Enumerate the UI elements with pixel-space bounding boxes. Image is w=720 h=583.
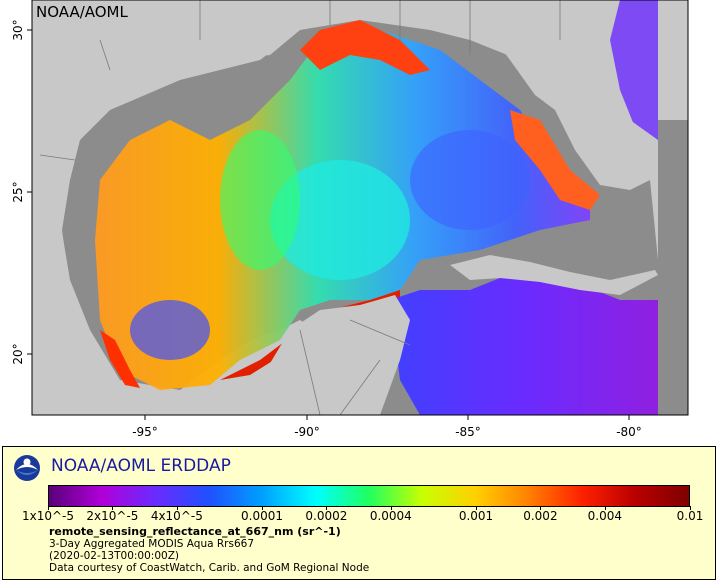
lon-tick-label: -90° xyxy=(294,425,320,439)
colorbar-tick-label: 0.0004 xyxy=(369,509,412,523)
lon-tick-label: -80° xyxy=(616,425,642,439)
florida-coast-band xyxy=(510,110,600,210)
colorbar-tick-label: 2x10^-5 xyxy=(86,509,139,523)
west-coast-band xyxy=(100,330,140,388)
colorbar-tick-mark xyxy=(48,506,49,510)
legend-title: NOAA/AOML ERDDAP xyxy=(51,456,231,476)
noaa-logo-icon xyxy=(14,455,40,481)
colorbar-tick-label: 4x10^-5 xyxy=(150,509,203,523)
colorbar-tick-mark xyxy=(690,506,691,510)
colorbar-tick-label: 0.0002 xyxy=(305,509,348,523)
caribbean-data-field xyxy=(390,270,658,415)
north-coast-band xyxy=(300,20,430,75)
lon-tick-label: -85° xyxy=(455,425,481,439)
colorbar-tick-label: 0.0001 xyxy=(241,509,283,523)
east-blue-patch xyxy=(410,130,530,230)
colorbar-tick-mark xyxy=(112,506,114,510)
colorbar-tick-label: 0.004 xyxy=(587,509,623,523)
lon-tick-label: -95° xyxy=(132,425,158,439)
mexico-land xyxy=(32,30,130,415)
state-borders xyxy=(39,0,561,415)
lat-tick-label: 20° xyxy=(11,343,25,364)
colorbar-tick-label: 1x10^-5 xyxy=(21,509,75,523)
credit-line: Data courtesy of CoastWatch, Carib. and … xyxy=(49,562,370,574)
florida-land xyxy=(480,0,650,190)
variable-name: remote_sensing_reflectance_at_667_nm (sr… xyxy=(49,525,341,538)
dataset-name: 3-Day Aggregated MODIS Aqua Rrs667 xyxy=(49,538,255,550)
colorbar-tick-mark xyxy=(176,506,178,510)
colorbar-tick-mark xyxy=(604,506,606,510)
colorbar-tick-label: 0.002 xyxy=(523,509,558,523)
us-land xyxy=(32,0,320,85)
colorbar-tick-label: 0.001 xyxy=(458,509,494,523)
colorbar-tick-mark xyxy=(262,506,263,510)
map-frame xyxy=(31,0,689,416)
colorbar-tick-mark xyxy=(390,506,392,510)
yucatan-land xyxy=(250,295,410,415)
cuba-land xyxy=(450,255,658,295)
colorbar xyxy=(48,485,690,507)
colorbar-tick-mark xyxy=(326,506,328,510)
time-stamp: (2020-02-13T00:00:00Z) xyxy=(49,550,179,562)
southwest-blue-patch xyxy=(130,300,210,360)
central-green-patch xyxy=(220,130,300,270)
map-watermark: NOAA/AOML xyxy=(36,3,129,21)
east-land xyxy=(658,0,688,120)
bahamas-gray xyxy=(658,120,688,415)
lat-tick-label: 30° xyxy=(11,19,25,40)
lat-tick-label: 25° xyxy=(11,181,25,202)
colorbar-tick-mark xyxy=(476,506,477,510)
ocean-color-map: NOAA/AOML -95° -90° -85° -80° 30° 25° 20… xyxy=(11,0,689,439)
colorbar-tick-label: 0.01 xyxy=(676,509,704,523)
legend-panel: NOAA/AOML ERDDAP 1x10^-5 2x10^-5 4x10^-5 0.… xyxy=(2,446,716,580)
colorbar-tick-mark xyxy=(540,506,542,510)
central-cyan-patch xyxy=(270,160,410,280)
